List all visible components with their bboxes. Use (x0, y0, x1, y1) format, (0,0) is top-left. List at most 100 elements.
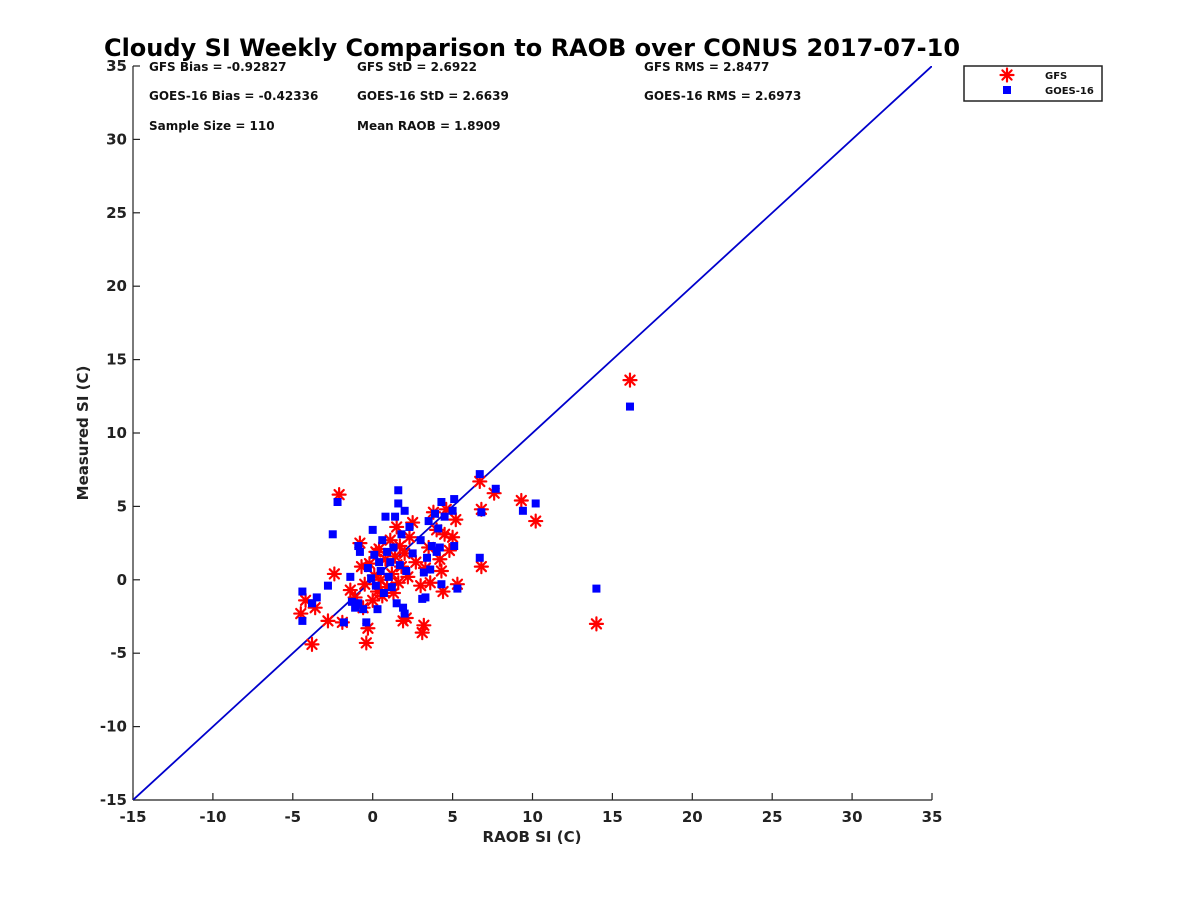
goes16-point (298, 616, 307, 625)
goes16-point (354, 599, 363, 608)
gfs-point (445, 529, 461, 545)
goes16-point (419, 568, 428, 577)
goes16-point (384, 572, 393, 581)
goes16-point (397, 530, 406, 539)
goes16-point (592, 584, 601, 593)
y-tick-label: -5 (110, 644, 127, 662)
goes16-point (450, 495, 459, 504)
goes16-point (371, 581, 380, 590)
goes16-point (333, 497, 342, 506)
goes16-point (387, 583, 396, 592)
axis-ticks: -15 -10 -5 0 5 10 15 20 25 30 35 -15 -10 -5 0 5 10 15 20 25… (100, 57, 943, 826)
x-axis-label: RAOB SI (C) (483, 828, 582, 846)
gfs-point (358, 635, 374, 651)
gfs-point (422, 575, 438, 591)
gfs-point (293, 605, 309, 622)
stat-gfs-std: GFS StD = 2.6922 (357, 60, 477, 74)
stat-gfs-bias: GFS Bias = -0.92827 (149, 60, 286, 74)
goes16-point (491, 484, 500, 493)
x-tick-label: -15 (119, 808, 146, 826)
goes16-point (432, 547, 441, 556)
goes16-point (437, 580, 446, 589)
legend-label-goes16: GOES-16 (1045, 86, 1094, 97)
goes16-point (307, 599, 316, 608)
goes16-point (434, 524, 443, 533)
goes16-point (394, 486, 403, 495)
goes16-point (625, 402, 634, 411)
stat-goes-std: GOES-16 StD = 2.6639 (357, 89, 509, 103)
goes16-point (363, 564, 372, 573)
goes16-point (437, 497, 446, 506)
gfs-point (382, 532, 398, 548)
gfs-point (304, 636, 320, 652)
gfs-point (528, 513, 544, 529)
one-to-one-line (133, 66, 932, 800)
goes16-point (312, 593, 321, 602)
goes16-point (400, 609, 409, 618)
legend: GFS GOES-16 (963, 65, 1103, 102)
legend-label-gfs: GFS (1045, 71, 1067, 82)
gfs-point (326, 566, 342, 582)
x-tick-label: -10 (199, 808, 226, 826)
goes16-point (402, 566, 411, 575)
goes16-point (298, 587, 307, 596)
gfs-point (401, 529, 418, 545)
y-tick-label: 20 (106, 277, 127, 295)
goes16-point (370, 550, 379, 559)
y-tick-label: 30 (106, 130, 127, 148)
gfs-point (320, 613, 336, 629)
goes16-point (373, 605, 382, 614)
goes16-point (378, 536, 387, 545)
goes16-point (531, 499, 540, 508)
legend-gfs-asterisk (999, 67, 1015, 83)
goes16-point (426, 565, 435, 574)
gfs-point (361, 556, 378, 572)
goes16-point (347, 597, 356, 606)
goes16-point (354, 542, 363, 551)
goes16-point (453, 584, 462, 593)
goes16-point (475, 470, 484, 479)
stat-goes-rms: GOES-16 RMS = 2.6973 (644, 89, 801, 103)
goes16-point (477, 508, 486, 517)
goes16-point (381, 512, 390, 521)
goes16-point (346, 572, 355, 581)
goes16-point (405, 522, 414, 531)
legend-gfs-marker (999, 67, 1015, 83)
gfs-point (513, 492, 529, 509)
legend-goes16-marker (1003, 86, 1011, 94)
goes16-point (392, 599, 401, 608)
x-tick-label: -5 (284, 808, 301, 826)
goes16-point (367, 574, 376, 583)
x-tick-label: 25 (762, 808, 783, 826)
goes16-point (339, 618, 348, 627)
x-tick-label: 30 (842, 808, 863, 826)
gfs-point (390, 575, 406, 591)
goes16-point (408, 549, 417, 558)
goes16-point (355, 547, 364, 556)
gfs-point (433, 563, 450, 579)
stat-gfs-rms: GFS RMS = 2.8477 (644, 60, 769, 74)
x-tick-label: 35 (922, 808, 943, 826)
gfs-point (448, 512, 464, 528)
x-tick-label: 20 (682, 808, 703, 826)
goes16-point (395, 561, 404, 570)
goes16-point (383, 547, 392, 556)
y-tick-label: 35 (106, 57, 127, 75)
y-axis-label: Measured SI (C) (74, 366, 92, 501)
goes16-point (394, 499, 403, 508)
goes16-point (435, 543, 444, 552)
goes16-point (423, 553, 432, 562)
chart-title: Cloudy SI Weekly Comparison to RAOB over… (104, 34, 960, 62)
goes16-point (448, 506, 457, 515)
goes16-point (379, 589, 388, 598)
stat-goes-bias: GOES-16 Bias = -0.42336 (149, 89, 318, 103)
stat-sample-size: Sample Size = 110 (149, 119, 275, 133)
goes16-point (351, 603, 360, 612)
gfs-point (432, 551, 448, 567)
y-tick-label: 15 (106, 351, 127, 369)
gfs-point (389, 519, 405, 535)
goes16-point (440, 512, 449, 521)
goes16-point (323, 581, 332, 590)
x-tick-label: 10 (522, 808, 543, 826)
y-tick-label: 25 (106, 204, 127, 222)
